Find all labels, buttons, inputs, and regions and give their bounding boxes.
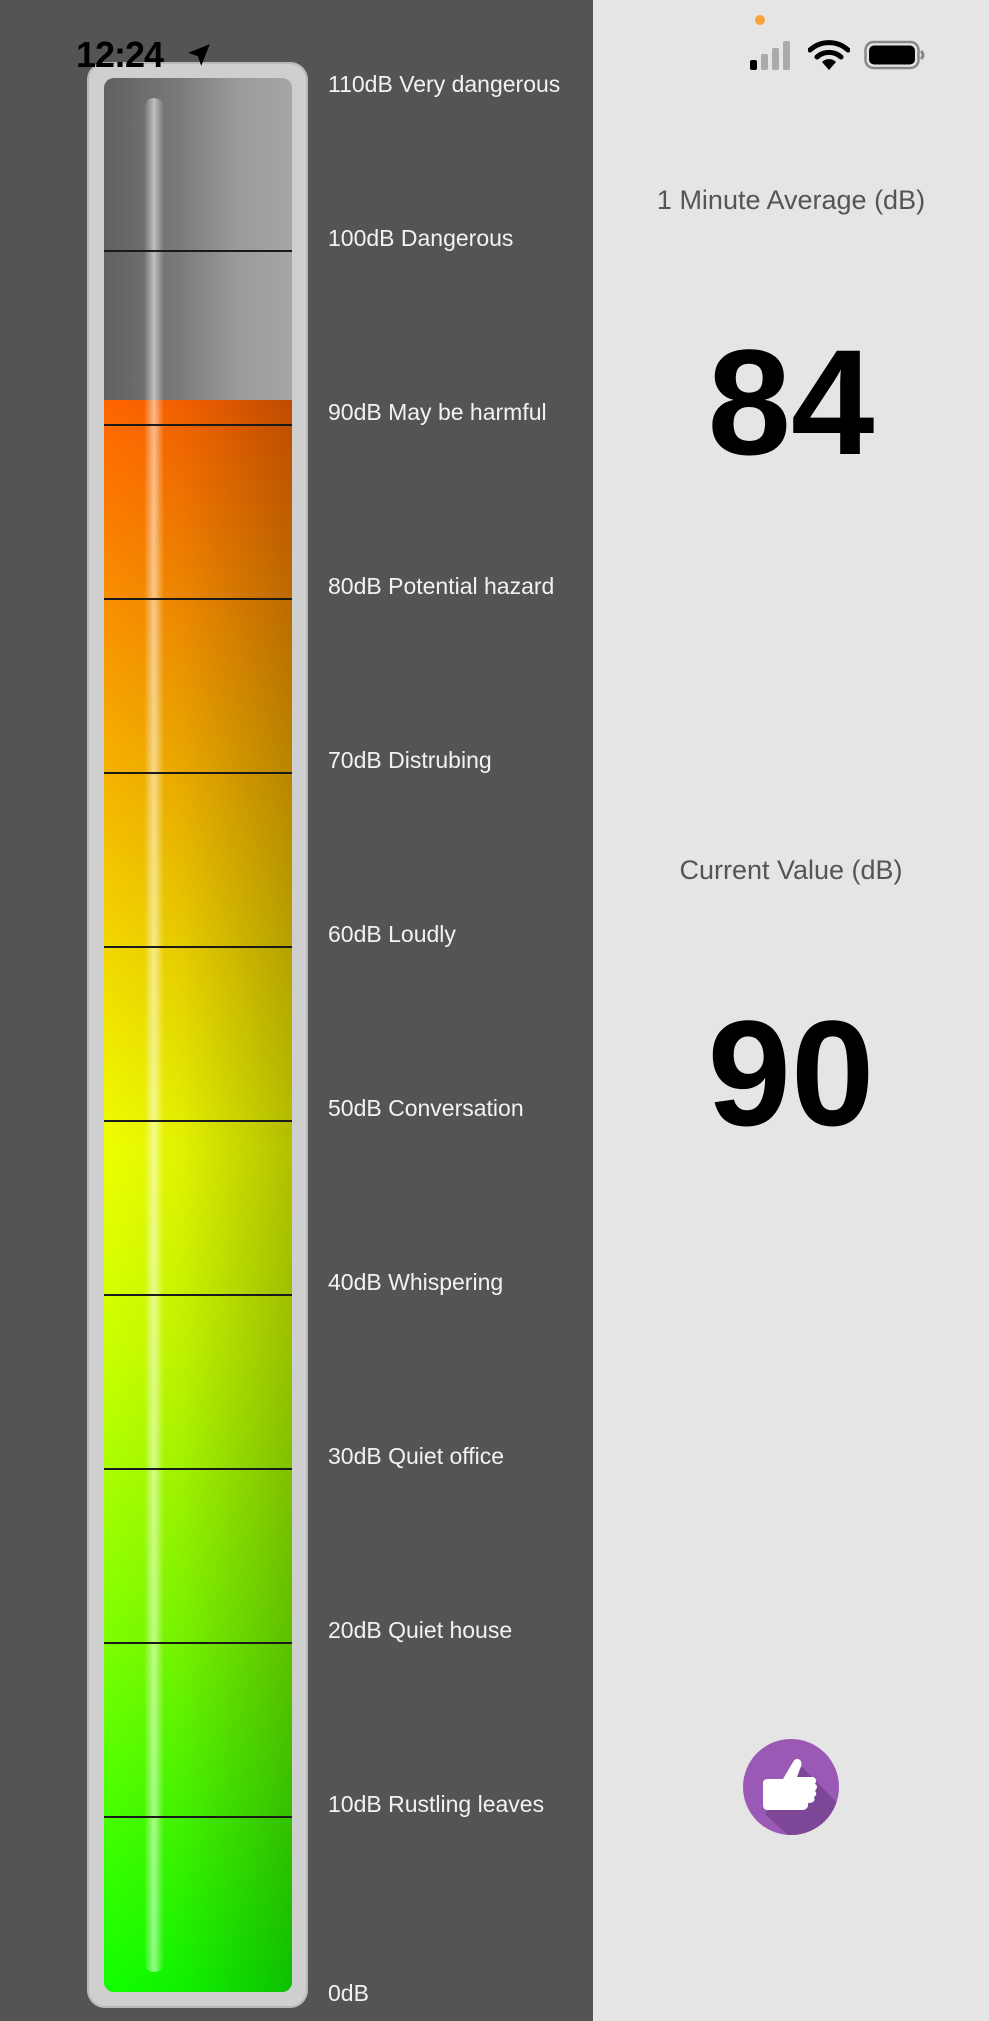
meter-tube-inner: [104, 78, 292, 1992]
meter-tick: [104, 1294, 292, 1296]
scale-label: 0dB: [328, 1980, 369, 2006]
scale-label: 40dB Whispering: [328, 1269, 504, 1295]
cellular-signal-icon: [750, 41, 790, 70]
scale-label: 20dB Quiet house: [328, 1617, 513, 1643]
meter-tick: [104, 424, 292, 426]
meter-tick: [104, 1816, 292, 1818]
scale-label: 100dB Dangerous: [328, 225, 514, 251]
average-value: 84: [707, 318, 875, 486]
scale-label: 110dB Very dangerous: [328, 71, 561, 97]
wifi-icon: [808, 40, 850, 70]
status-time: 12:24: [76, 34, 164, 75]
scale-label: 10dB Rustling leaves: [328, 1791, 545, 1817]
meter-panel: 110dB Very dangerous 100dB Dangerous 90dB …: [0, 0, 593, 2021]
location-arrow-icon: [188, 44, 210, 66]
meter-tick: [104, 1120, 292, 1122]
readout-panel: 1 Minute Average (dB) 84 Current Value (…: [593, 0, 989, 2021]
tube-highlight: [144, 98, 164, 1972]
meter-tick: [104, 946, 292, 948]
scale-label: 60dB Loudly: [328, 921, 456, 947]
scale-label: 80dB Potential hazard: [328, 573, 555, 599]
meter-tick: [104, 772, 292, 774]
scale-label: 50dB Conversation: [328, 1095, 524, 1121]
meter-tick: [104, 1468, 292, 1470]
current-title: Current Value (dB): [679, 855, 903, 885]
battery-icon: [864, 40, 925, 70]
thumbs-up-icon: [743, 1739, 839, 1835]
scale-label: 90dB May be harmful: [328, 399, 547, 425]
meter-tick: [104, 250, 292, 252]
privacy-indicator-dot: [755, 15, 765, 25]
scale-label: 30dB Quiet office: [328, 1443, 505, 1469]
meter-level-fill: [104, 399, 292, 1992]
average-title: 1 Minute Average (dB): [656, 185, 926, 215]
current-value: 90: [707, 989, 875, 1157]
meter-tick: [104, 598, 292, 600]
scale-label: 70dB Distrubing: [328, 747, 492, 773]
meter-tick: [104, 1642, 292, 1644]
